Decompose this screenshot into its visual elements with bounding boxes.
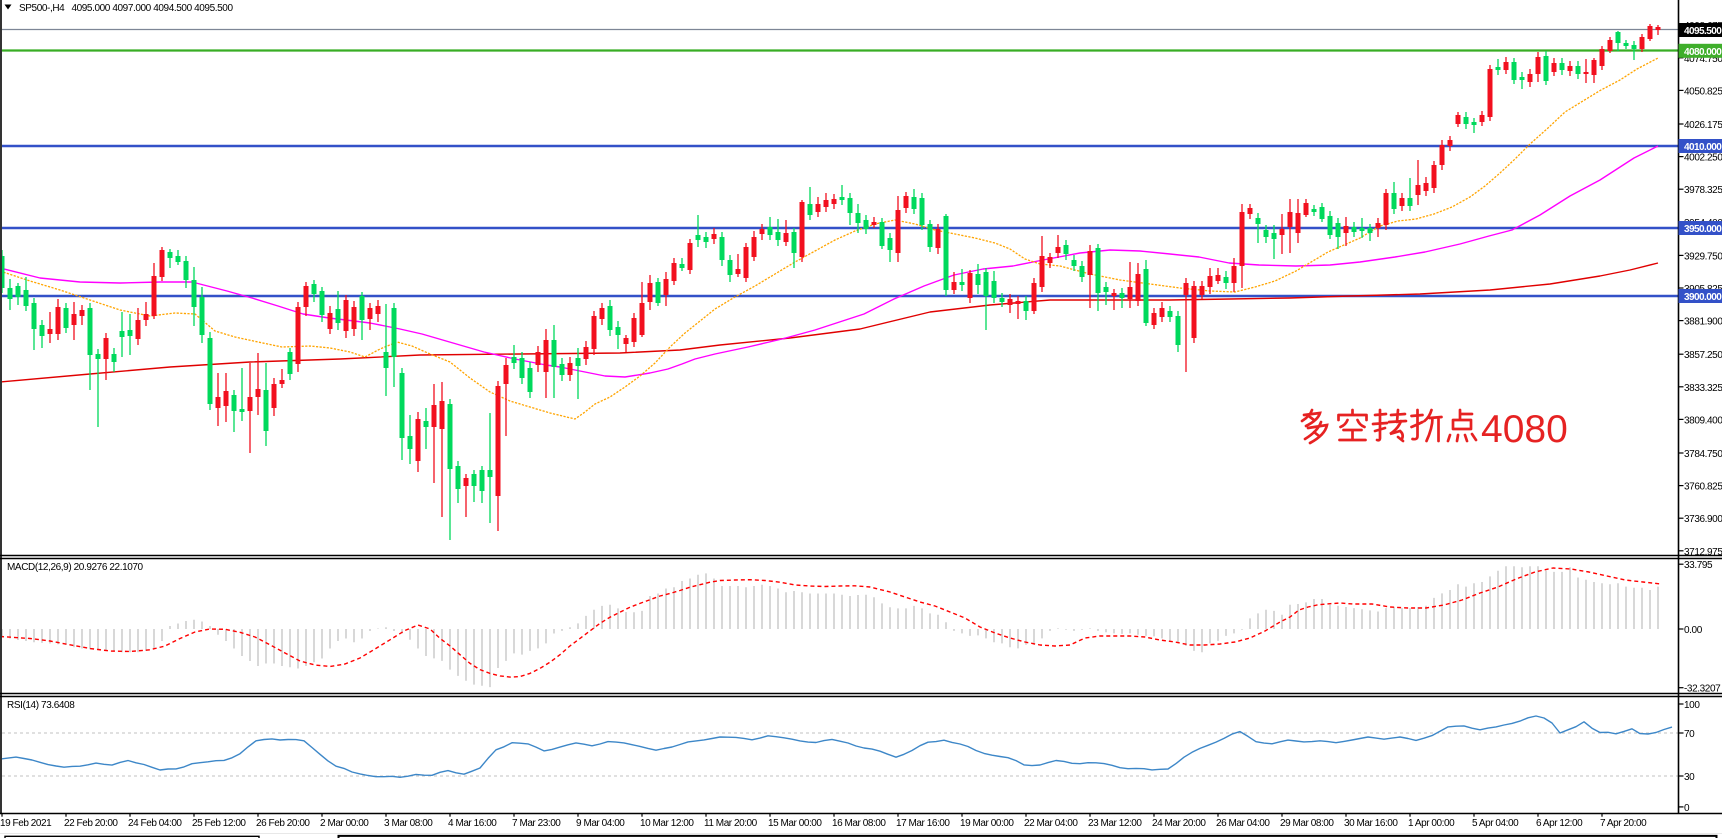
svg-text:9 Mar 04:00: 9 Mar 04:00 bbox=[576, 818, 625, 829]
svg-text:15 Mar 00:00: 15 Mar 00:00 bbox=[768, 818, 822, 829]
svg-text:4010.000: 4010.000 bbox=[1684, 142, 1722, 153]
svg-text:19 Mar 00:00: 19 Mar 00:00 bbox=[960, 818, 1014, 829]
svg-text:SP500-,H4 4095.000 4097.000: SP500-,H4 4095.000 4097.000 4094.500 409… bbox=[19, 3, 233, 14]
svg-text:4095.500: 4095.500 bbox=[1684, 26, 1722, 37]
svg-text:70: 70 bbox=[1684, 729, 1695, 740]
svg-text:3857.250: 3857.250 bbox=[1684, 350, 1722, 361]
svg-text:3833.325: 3833.325 bbox=[1684, 383, 1722, 394]
svg-text:4050.825: 4050.825 bbox=[1684, 86, 1722, 97]
svg-text:4026.175: 4026.175 bbox=[1684, 120, 1722, 131]
svg-text:4074.750: 4074.750 bbox=[1684, 54, 1722, 65]
svg-text:4002.250: 4002.250 bbox=[1684, 153, 1722, 164]
svg-text:3978.325: 3978.325 bbox=[1684, 185, 1722, 196]
svg-text:17 Mar 16:00: 17 Mar 16:00 bbox=[896, 818, 950, 829]
svg-text:4 Mar 16:00: 4 Mar 16:00 bbox=[448, 818, 497, 829]
svg-text:5 Apr 04:00: 5 Apr 04:00 bbox=[1472, 818, 1519, 829]
svg-text:0: 0 bbox=[1684, 803, 1690, 814]
svg-text:25 Feb 12:00: 25 Feb 12:00 bbox=[192, 818, 246, 829]
svg-text:3929.750: 3929.750 bbox=[1684, 251, 1722, 262]
svg-text:0.00: 0.00 bbox=[1684, 625, 1703, 636]
svg-text:30 Mar 16:00: 30 Mar 16:00 bbox=[1344, 818, 1398, 829]
svg-text:1 Apr 00:00: 1 Apr 00:00 bbox=[1408, 818, 1455, 829]
svg-text:3 Mar 08:00: 3 Mar 08:00 bbox=[384, 818, 433, 829]
svg-text:23 Mar 12:00: 23 Mar 12:00 bbox=[1088, 818, 1142, 829]
svg-text:3881.900: 3881.900 bbox=[1684, 317, 1722, 328]
svg-text:3712.975: 3712.975 bbox=[1684, 547, 1722, 558]
svg-text:22 Mar 04:00: 22 Mar 04:00 bbox=[1024, 818, 1078, 829]
svg-text:3950.000: 3950.000 bbox=[1684, 224, 1722, 235]
svg-text:2 Mar 00:00: 2 Mar 00:00 bbox=[320, 818, 369, 829]
svg-text:RSI(14) 73.6408: RSI(14) 73.6408 bbox=[7, 700, 75, 711]
svg-text:7 Mar 23:00: 7 Mar 23:00 bbox=[512, 818, 561, 829]
svg-text:-32.3207: -32.3207 bbox=[1684, 684, 1721, 695]
svg-text:26 Feb 20:00: 26 Feb 20:00 bbox=[256, 818, 310, 829]
svg-text:3900.000: 3900.000 bbox=[1684, 292, 1722, 303]
svg-text:4080: 4080 bbox=[1481, 408, 1568, 451]
svg-text:24 Feb 04:00: 24 Feb 04:00 bbox=[128, 818, 182, 829]
svg-text:11 Mar 20:00: 11 Mar 20:00 bbox=[704, 818, 758, 829]
svg-text:3809.400: 3809.400 bbox=[1684, 415, 1722, 426]
svg-text:24 Mar 20:00: 24 Mar 20:00 bbox=[1152, 818, 1206, 829]
svg-text:29 Mar 08:00: 29 Mar 08:00 bbox=[1280, 818, 1334, 829]
svg-text:3784.750: 3784.750 bbox=[1684, 449, 1722, 460]
svg-text:3760.825: 3760.825 bbox=[1684, 482, 1722, 493]
svg-text:30: 30 bbox=[1684, 772, 1695, 783]
svg-text:7 Apr 20:00: 7 Apr 20:00 bbox=[1600, 818, 1647, 829]
svg-text:33.795: 33.795 bbox=[1684, 560, 1713, 571]
svg-text:26 Mar 04:00: 26 Mar 04:00 bbox=[1216, 818, 1270, 829]
svg-text:6 Apr 12:00: 6 Apr 12:00 bbox=[1536, 818, 1583, 829]
svg-text:22 Feb 20:00: 22 Feb 20:00 bbox=[64, 818, 118, 829]
svg-text:16 Mar 08:00: 16 Mar 08:00 bbox=[832, 818, 886, 829]
svg-text:19 Feb 2021: 19 Feb 2021 bbox=[0, 818, 52, 829]
svg-text:4080.000: 4080.000 bbox=[1684, 47, 1722, 58]
svg-text:10 Mar 12:00: 10 Mar 12:00 bbox=[640, 818, 694, 829]
svg-text:3736.900: 3736.900 bbox=[1684, 514, 1722, 525]
svg-text:100: 100 bbox=[1684, 700, 1700, 711]
svg-text:MACD(12,26,9) 20.9276 22.1070: MACD(12,26,9) 20.9276 22.1070 bbox=[7, 562, 144, 573]
